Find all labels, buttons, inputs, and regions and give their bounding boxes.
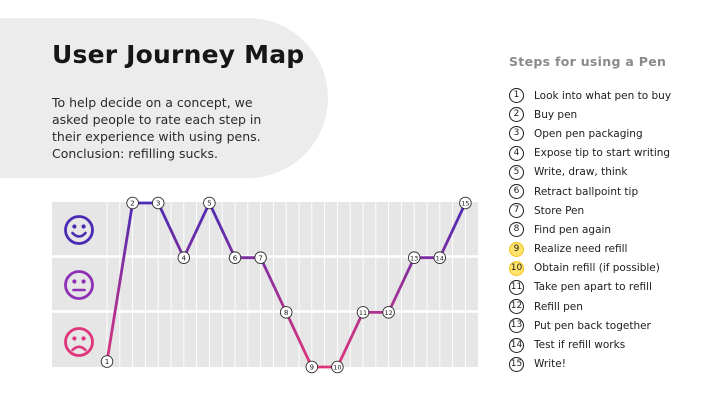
step-label: Refill pen	[534, 300, 583, 313]
step-item: 7 Store Pen	[509, 201, 671, 220]
header-panel	[0, 18, 328, 178]
steps-list: 1 Look into what pen to buy 2 Buy pen 3 Open …	[509, 86, 671, 374]
step-number-badge: 4	[509, 145, 524, 161]
journey-point-label: 1	[105, 357, 110, 366]
step-item: 5 Write, draw, think	[509, 163, 671, 182]
step-number-badge: 3	[509, 126, 524, 142]
step-label: Open pen packaging	[534, 127, 643, 140]
page-title: User Journey Map	[52, 40, 305, 69]
journey-point-label: 5	[207, 199, 212, 208]
step-item: 10 Obtain refill (if possible)	[509, 259, 671, 278]
step-item: 8 Find pen again	[509, 220, 671, 239]
journey-point-label: 7	[258, 253, 263, 262]
step-number-badge: 14	[509, 337, 524, 353]
journey-point: 8	[279, 306, 293, 319]
journey-point-label: 2	[130, 199, 135, 208]
step-number-badge: 12	[509, 299, 524, 315]
step-label: Test if refill works	[534, 339, 626, 352]
journey-point: 4	[177, 251, 191, 264]
journey-point-label: 4	[182, 253, 187, 262]
step-item: 15 Write!	[509, 355, 671, 374]
step-item: 9 Realize need refill	[509, 240, 671, 259]
step-number-badge: 6	[509, 184, 524, 200]
journey-point-label: 10	[333, 364, 341, 372]
step-number-badge: 13	[509, 318, 524, 334]
journey-point-label: 15	[461, 200, 469, 208]
happy-face-icon	[64, 215, 94, 245]
step-label: Buy pen	[534, 108, 578, 121]
step-label: Store Pen	[534, 204, 585, 217]
step-number-badge: 15	[509, 356, 524, 372]
page-description: To help decide on a concept, we asked pe…	[52, 95, 262, 161]
neutral-face-icon	[64, 270, 94, 300]
step-label: Look into what pen to buy	[534, 89, 672, 102]
step-label: Take pen apart to refill	[534, 281, 652, 294]
sad-face-icon	[64, 327, 94, 357]
step-number-badge: 1	[509, 88, 524, 104]
journey-point: 11	[356, 306, 370, 319]
step-label: Write, draw, think	[534, 166, 628, 179]
journey-point: 2	[126, 196, 139, 210]
step-item: 12 Refill pen	[509, 297, 671, 316]
step-item: 14 Test if refill works	[509, 335, 671, 354]
journey-point: 5	[203, 196, 216, 210]
step-item: 1 Look into what pen to buy	[509, 86, 671, 105]
step-item: 13 Put pen back together	[509, 316, 671, 335]
step-number-badge: 5	[509, 164, 524, 180]
step-item: 6 Retract ballpoint tip	[509, 182, 671, 201]
step-item: 3 Open pen packaging	[509, 124, 671, 143]
step-number-badge: 2	[509, 107, 524, 123]
chart-grid-background	[52, 202, 478, 367]
journey-point-label: 14	[436, 254, 444, 262]
journey-point-label: 8	[284, 308, 289, 317]
step-number-badge: 7	[509, 203, 524, 219]
step-label: Put pen back together	[534, 319, 651, 332]
step-label: Expose tip to start writing	[534, 147, 671, 160]
journey-point-label: 3	[156, 199, 161, 208]
journey-point: 15	[459, 196, 472, 210]
journey-point: 6	[228, 251, 242, 264]
journey-point-label: 6	[233, 253, 238, 262]
step-number-badge: 10	[509, 260, 524, 276]
journey-point: 10	[331, 360, 344, 374]
journey-point: 3	[151, 196, 165, 210]
step-item: 2 Buy pen	[509, 105, 671, 124]
journey-point: 12	[382, 306, 395, 319]
step-item: 11 Take pen apart to refill	[509, 278, 671, 297]
journey-point: 13	[407, 251, 421, 264]
journey-point-label: 11	[359, 309, 367, 317]
journey-point: 9	[305, 360, 319, 374]
step-label: Find pen again	[534, 223, 612, 236]
step-number-badge: 11	[509, 279, 524, 295]
steps-title: Steps for using a Pen	[509, 54, 667, 69]
step-label: Write!	[534, 358, 566, 371]
journey-point-label: 13	[410, 254, 418, 262]
step-label: Realize need refill	[534, 243, 628, 256]
step-label: Obtain refill (if possible)	[534, 262, 660, 275]
step-number-badge: 8	[509, 222, 524, 238]
step-item: 4 Expose tip to start writing	[509, 144, 671, 163]
journey-point: 14	[433, 251, 447, 264]
step-label: Retract ballpoint tip	[534, 185, 639, 198]
journey-point: 7	[254, 251, 267, 264]
journey-point-label: 12	[384, 309, 392, 317]
step-number-badge: 9	[509, 241, 524, 257]
journey-point-label: 9	[310, 363, 315, 372]
journey-point: 1	[100, 355, 114, 368]
